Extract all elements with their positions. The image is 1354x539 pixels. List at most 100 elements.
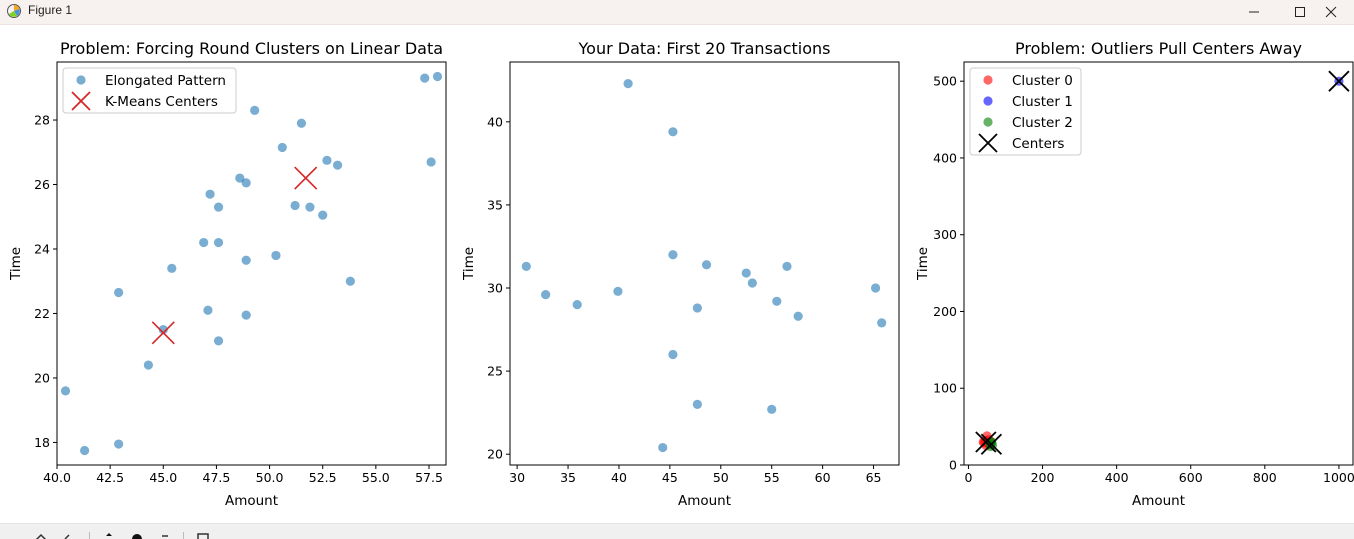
data-point: [668, 127, 678, 137]
legend-marker: [76, 75, 86, 85]
x-tick-label: 30: [509, 470, 525, 485]
data-point: [345, 276, 355, 286]
legend-marker: [983, 75, 993, 85]
data-point: [203, 305, 213, 315]
legend-marker: [71, 91, 91, 111]
data-point: [877, 318, 887, 328]
data-point: [167, 263, 177, 273]
legend-label: Elongated Pattern: [105, 73, 226, 89]
data-point: [668, 349, 678, 360]
x-axis-label: Amount: [1132, 493, 1185, 509]
data-point: [623, 79, 633, 89]
legend: Elongated Pattern K-Means Centers: [62, 67, 237, 114]
data-point: [213, 202, 224, 212]
y-tick-label: 26: [34, 177, 50, 192]
data-point: [296, 118, 307, 128]
pan-icon[interactable]: [102, 532, 116, 539]
legend-label: Cluster 2: [1012, 115, 1073, 131]
close-button[interactable]: [1308, 0, 1354, 24]
data-point: [143, 360, 154, 370]
x-tick-label: 35: [560, 470, 576, 485]
data-point: [782, 261, 792, 272]
matplotlib-figure-icon: [7, 4, 21, 18]
data-point: [241, 255, 251, 265]
window-titlebar: Figure 1: [0, 0, 1354, 25]
y-axis-label: Time: [915, 247, 931, 281]
x-tick-label: 47.5: [203, 470, 231, 485]
data-point: [772, 296, 782, 306]
y-axis-label: Time: [461, 247, 477, 281]
x-tick-label: 45.0: [149, 470, 177, 485]
x-axis-label: Amount: [678, 493, 731, 509]
toolbar-separator: [183, 532, 184, 539]
chart-title: Problem: Forcing Round Clusters on Linea…: [60, 39, 443, 58]
data-point: [277, 142, 287, 153]
y-tick-label: 24: [34, 241, 50, 256]
x-tick-label: 60: [815, 470, 831, 485]
center-marker: [1328, 70, 1350, 92]
center-marker: [151, 321, 175, 345]
save-icon[interactable]: [196, 532, 210, 539]
data-point: [60, 386, 71, 396]
legend-marker: [983, 96, 993, 106]
chart-3: Problem: Outliers Pull Centers Away 0 200 4…: [915, 39, 1354, 509]
y-tick-label: 500: [933, 74, 957, 89]
x-tick-label: 400: [1105, 470, 1129, 485]
y-tick-label: 300: [933, 227, 957, 242]
legend-label: Centers: [1012, 136, 1064, 152]
x-tick-label: 55.0: [362, 470, 390, 485]
maximize-icon: [1295, 7, 1305, 17]
maximize-button[interactable]: [1277, 0, 1323, 24]
x-tick-label: 600: [1179, 470, 1203, 485]
x-tick-label: 200: [1031, 470, 1055, 485]
x-tick-label: 52.5: [309, 470, 337, 485]
data-point: [158, 324, 168, 335]
figure-canvas[interactable]: Problem: Forcing Round Clusters on Linea…: [0, 25, 1354, 523]
data-point: [521, 261, 531, 272]
data-point: [305, 202, 315, 212]
x-tick-label: 57.5: [415, 470, 443, 485]
legend-box: [62, 67, 237, 114]
window-title: Figure 1: [28, 3, 73, 17]
data-point: [213, 237, 224, 248]
legend-box: [969, 67, 1082, 156]
series-2: [151, 166, 318, 345]
y-tick-label: 20: [487, 447, 503, 462]
data-point: [332, 160, 343, 170]
data-point: [199, 237, 209, 248]
data-point: [870, 283, 881, 293]
series-4: [975, 70, 1350, 455]
legend-label: K-Means Centers: [105, 94, 218, 110]
minimize-button[interactable]: [1231, 0, 1277, 24]
data-point: [322, 155, 332, 165]
data-point: [668, 250, 678, 260]
data-point: [701, 260, 712, 270]
series-1: [60, 71, 443, 456]
y-axis-label: Time: [8, 247, 24, 281]
plot-area[interactable]: [56, 61, 447, 466]
configure-icon[interactable]: [158, 532, 172, 539]
y-tick-label: 40: [487, 114, 503, 129]
legend-label: Cluster 1: [1012, 94, 1073, 110]
data-point: [658, 442, 668, 453]
x-tick-label: 800: [1253, 470, 1277, 485]
center-marker: [294, 166, 318, 190]
x-axis-label: Amount: [225, 493, 278, 509]
legend-marker: [983, 117, 993, 127]
chart-1: Problem: Forcing Round Clusters on Linea…: [8, 39, 447, 509]
chart-title: Your Data: First 20 Transactions: [578, 39, 831, 58]
data-point: [432, 71, 443, 82]
center-marker: [980, 433, 1003, 455]
figure-svg: Problem: Forcing Round Clusters on Linea…: [8, 39, 1354, 509]
data-point: [747, 278, 757, 288]
navigation-toolbar: [0, 523, 1354, 539]
data-point: [767, 404, 777, 414]
center-marker: [975, 431, 997, 453]
y-tick-label: 30: [487, 281, 503, 296]
data-point: [271, 250, 281, 261]
legend-label: Cluster 0: [1012, 73, 1073, 89]
y-tick-label: 0: [949, 458, 957, 473]
data-point: [235, 173, 245, 183]
chart-title: Problem: Outliers Pull Centers Away: [1015, 39, 1302, 58]
data-point: [793, 311, 803, 321]
